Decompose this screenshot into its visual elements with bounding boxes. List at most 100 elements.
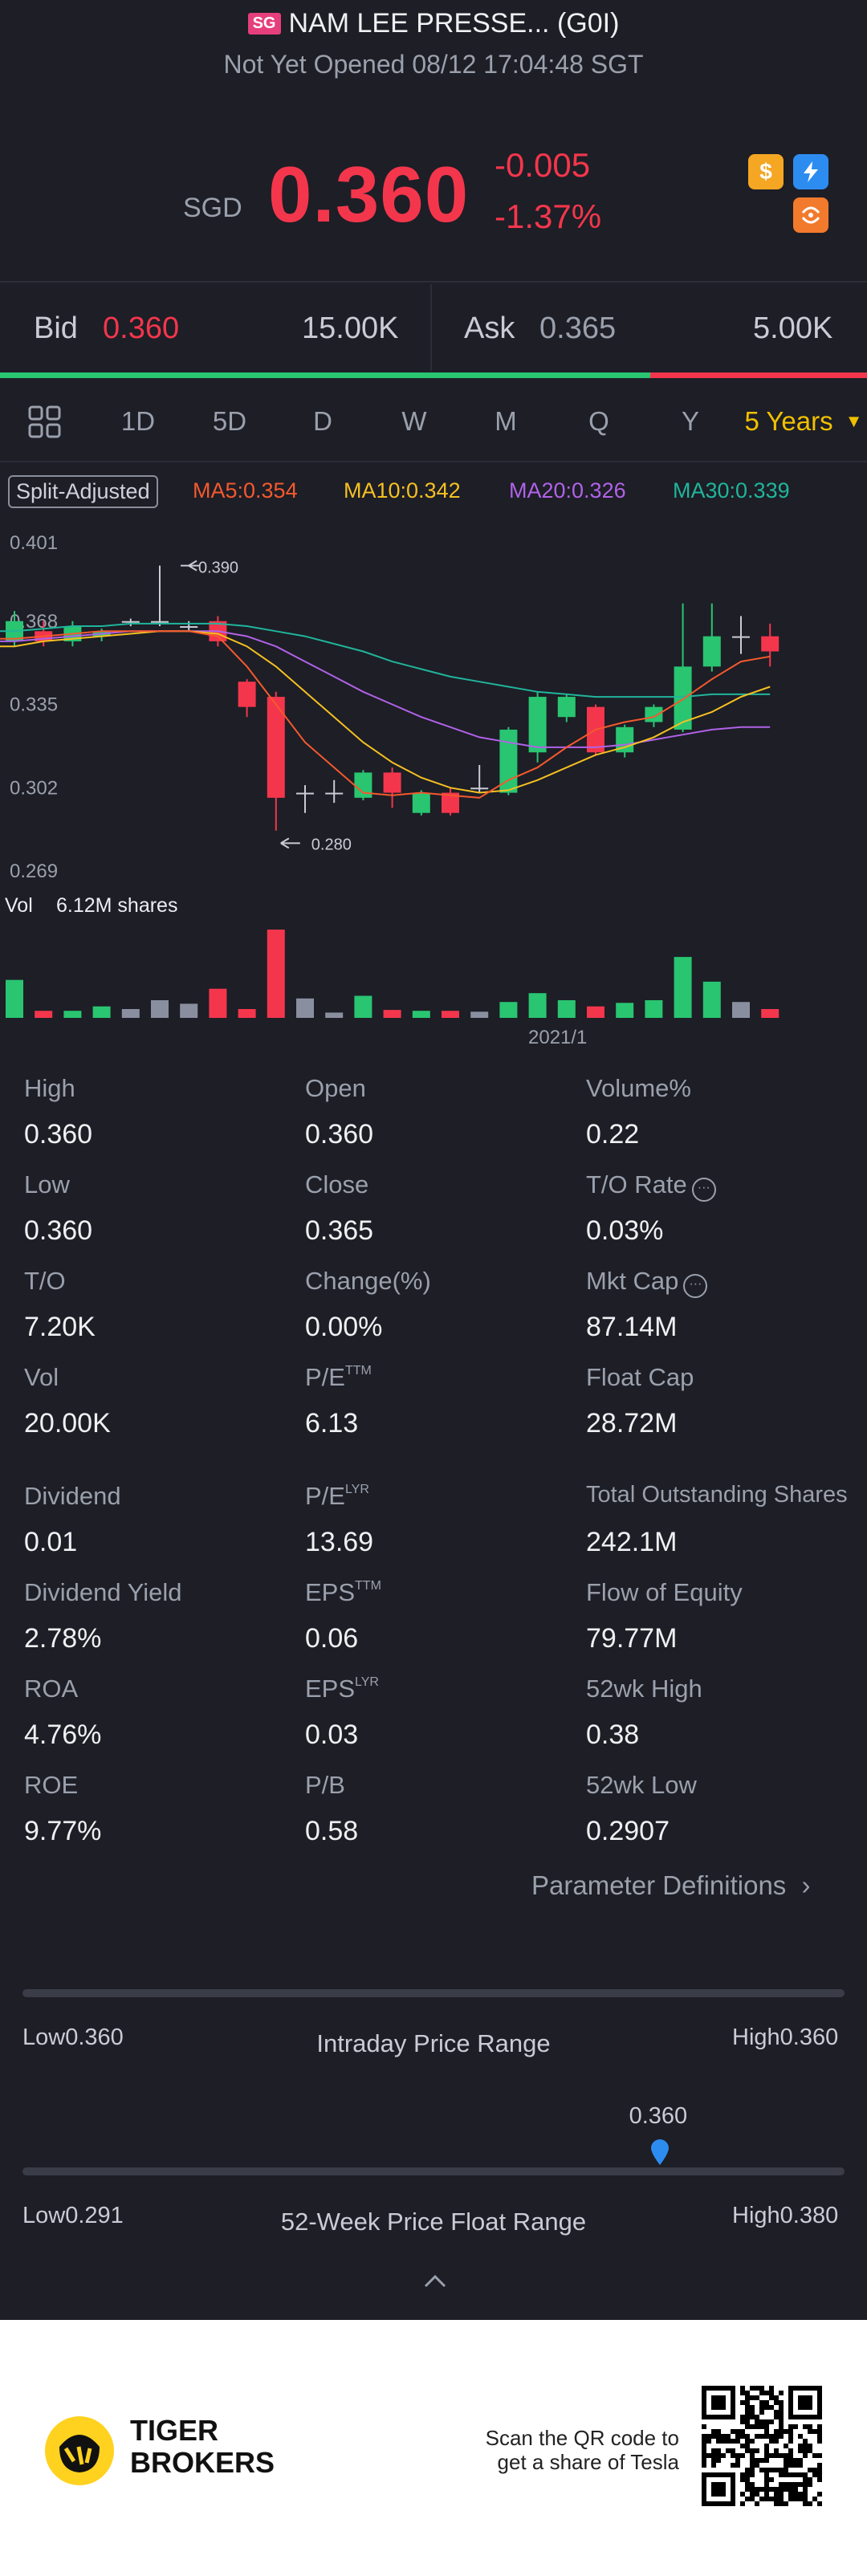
qr-module — [808, 2477, 812, 2482]
stat-label-text: Open — [305, 1074, 366, 1102]
location-pin-icon — [649, 2139, 670, 2170]
ask-volume-bar — [650, 372, 867, 378]
qr-module — [764, 2487, 769, 2492]
qr-module — [740, 2429, 745, 2434]
candle-body — [499, 729, 518, 793]
more-info-icon[interactable]: ··· — [691, 1178, 716, 1202]
lightning-icon[interactable] — [793, 154, 828, 189]
qr-module — [750, 2448, 755, 2453]
volume-bar — [442, 1011, 459, 1018]
stat-value: 20.00K — [24, 1408, 111, 1439]
volume-bar — [412, 1011, 430, 1018]
qr-module — [764, 2497, 769, 2501]
stat-value: 2.78% — [24, 1623, 102, 1654]
qr-module — [750, 2386, 755, 2391]
qr-module — [779, 2400, 784, 2405]
stat-label-text: Low — [24, 1170, 70, 1198]
dollar-icon[interactable]: $ — [748, 154, 784, 189]
qr-caption-line1: Scan the QR code to — [485, 2426, 679, 2450]
qr-module — [759, 2424, 764, 2429]
qr-module — [706, 2453, 711, 2458]
qr-module — [817, 2501, 822, 2506]
stat-label-text: Close — [305, 1170, 369, 1198]
stat-value: 0.360 — [24, 1215, 93, 1246]
qr-module — [735, 2453, 740, 2458]
qr-module — [788, 2482, 793, 2487]
parameter-definitions-link[interactable]: Parameter Definitions › — [531, 1870, 810, 1901]
bid-price: 0.360 — [103, 311, 180, 345]
tab-quarter[interactable]: Q — [588, 406, 609, 436]
grid-icon[interactable] — [27, 405, 63, 444]
stat-label: P/ETTM — [305, 1363, 372, 1392]
qr-module — [793, 2472, 798, 2477]
tab-year[interactable]: Y — [681, 406, 699, 436]
volume-bar — [470, 1011, 489, 1018]
qr-module — [817, 2468, 822, 2472]
stat-value: 7.20K — [24, 1312, 96, 1342]
qr-module — [759, 2497, 764, 2501]
qr-module — [769, 2453, 774, 2458]
qr-module — [759, 2410, 764, 2415]
currency-label: SGD — [183, 193, 242, 223]
qr-module — [769, 2497, 774, 2501]
volume-bar — [267, 930, 285, 1018]
ask-label: Ask — [464, 311, 515, 345]
qr-module — [726, 2448, 731, 2453]
collapse-chevron-icon[interactable] — [422, 2269, 448, 2296]
stat-label-text: High — [24, 1074, 75, 1102]
qr-module — [779, 2487, 784, 2492]
brand-line2: BROKERS — [130, 2446, 275, 2479]
more-info-icon[interactable]: ··· — [683, 1274, 708, 1298]
qr-module — [759, 2391, 764, 2395]
qr-module — [711, 2448, 716, 2453]
split-adjusted-toggle[interactable]: Split-Adjusted — [8, 475, 158, 508]
qr-module — [817, 2463, 822, 2468]
qr-module — [735, 2429, 740, 2434]
y-tick-label: 0.401 — [10, 532, 58, 554]
qr-module — [817, 2424, 822, 2429]
qr-module — [750, 2395, 755, 2400]
qr-module — [808, 2444, 812, 2448]
stat-label-text: P/E — [305, 1363, 345, 1391]
qr-module — [755, 2458, 759, 2463]
tab-month[interactable]: M — [495, 406, 517, 436]
qr-module — [774, 2453, 779, 2458]
qr-module — [759, 2419, 764, 2424]
volume-label: Vol — [5, 894, 33, 917]
candle-body — [761, 636, 779, 652]
tab-1d[interactable]: 1D — [120, 406, 156, 436]
candle-body — [296, 792, 314, 795]
qr-module — [740, 2400, 745, 2405]
swap-icon[interactable] — [793, 197, 828, 233]
qr-module — [755, 2448, 759, 2453]
chevron-down-icon: ▼ — [845, 411, 863, 431]
qr-module — [726, 2434, 731, 2439]
stat-value: 0.360 — [24, 1119, 93, 1150]
qr-module — [788, 2497, 793, 2501]
qr-module — [788, 2429, 793, 2434]
qr-finder — [711, 2482, 726, 2497]
qr-module — [702, 2424, 706, 2429]
stat-label-text: Mkt Cap — [586, 1267, 679, 1295]
qr-module — [731, 2439, 735, 2444]
qr-module — [779, 2429, 784, 2434]
volume-bar — [6, 979, 23, 1018]
bid-ask-divider — [430, 284, 432, 371]
high-marker-label: 0.390 — [198, 560, 238, 577]
tab-day[interactable]: D — [313, 406, 332, 436]
tab-week[interactable]: W — [401, 406, 427, 436]
stat-label-text: Float Cap — [586, 1363, 694, 1391]
qr-module — [779, 2453, 784, 2458]
tab-5-years[interactable]: 5 Years ▼ — [735, 406, 867, 437]
qr-module — [779, 2492, 784, 2497]
qr-code[interactable] — [702, 2386, 822, 2506]
stat-value: 87.14M — [586, 1312, 678, 1342]
qr-module — [793, 2492, 798, 2497]
candle-body — [557, 697, 576, 718]
tab-5d[interactable]: 5D — [212, 406, 247, 436]
qr-module — [759, 2468, 764, 2472]
ma10-label: MA10:0.342 — [344, 478, 461, 503]
qr-module — [788, 2424, 793, 2429]
qr-module — [798, 2444, 803, 2448]
